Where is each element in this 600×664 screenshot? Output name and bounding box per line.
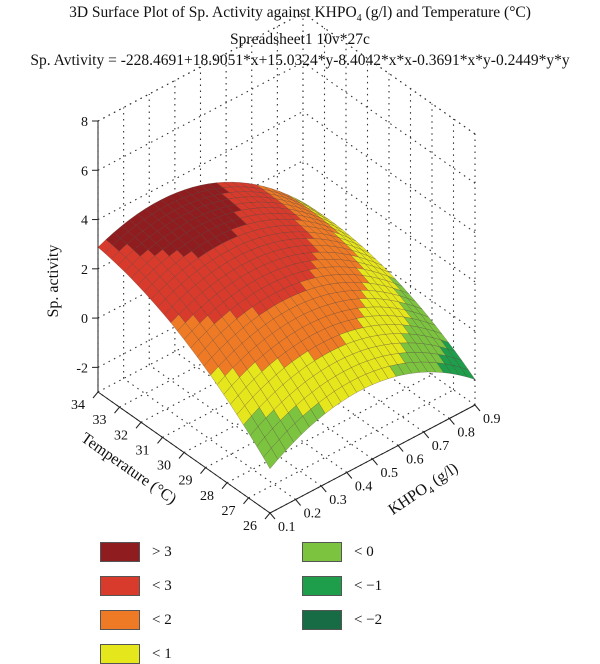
y-tick-label: 26 bbox=[243, 519, 257, 534]
grid-line bbox=[226, 374, 433, 484]
y-tick bbox=[157, 437, 163, 444]
z-tick-label: -2 bbox=[76, 361, 88, 376]
grid-line bbox=[123, 378, 296, 500]
z-tick-label: 4 bbox=[81, 214, 88, 229]
grid-line bbox=[148, 364, 322, 487]
x-tick bbox=[346, 472, 353, 479]
x-tick-label: 0.7 bbox=[432, 439, 450, 454]
y-tick bbox=[178, 452, 185, 459]
grid-line bbox=[302, 61, 476, 184]
y-tick bbox=[92, 391, 99, 399]
y-tick-label: 29 bbox=[179, 474, 193, 489]
z-tick-label: 8 bbox=[81, 115, 88, 130]
box-edge bbox=[302, 12, 476, 135]
y-tick-label: 27 bbox=[222, 504, 236, 519]
y-tick-label: 28 bbox=[200, 489, 214, 504]
y-tick bbox=[221, 482, 228, 490]
chart-title: 3D Surface Plot of Sp. Activity against … bbox=[0, 2, 600, 29]
x-tick bbox=[474, 404, 481, 412]
x-tick bbox=[320, 485, 327, 493]
title-text: 3D Surface Plot of Sp. Activity against … bbox=[69, 4, 357, 21]
title-text-end: (g/l) and Temperature (°C) bbox=[361, 4, 531, 21]
x-tick-label: 0.9 bbox=[483, 412, 501, 427]
x-tick-label: 0.4 bbox=[355, 480, 373, 495]
chart-equation: Sp. Avtivity = -228.4691+18.9051*x+15.03… bbox=[30, 52, 570, 70]
y-tick-label: 32 bbox=[114, 428, 128, 443]
x-tick bbox=[423, 431, 430, 439]
grid-line bbox=[97, 61, 304, 171]
grid-line bbox=[248, 389, 454, 499]
x-tick-label: 0.3 bbox=[329, 493, 347, 508]
y-tick bbox=[264, 512, 271, 520]
response-surface bbox=[97, 181, 476, 470]
x-tick bbox=[372, 458, 378, 466]
grid-line bbox=[302, 160, 476, 283]
grid-line bbox=[174, 351, 348, 473]
x-tick-label: 0.5 bbox=[381, 466, 399, 481]
x-tick-label: 0.1 bbox=[278, 520, 296, 535]
y-tick-label: 31 bbox=[136, 443, 150, 458]
z-tick-label: 2 bbox=[81, 263, 88, 278]
z-tick-label: 0 bbox=[81, 312, 88, 327]
y-tick bbox=[243, 497, 249, 505]
grid-line bbox=[302, 111, 476, 233]
x-tick bbox=[269, 512, 276, 520]
chart-title-block: 3D Surface Plot of Sp. Activity against … bbox=[0, 2, 600, 71]
x-tick-label: 0.8 bbox=[457, 426, 475, 441]
x-tick bbox=[448, 418, 455, 425]
y-tick-label: 33 bbox=[93, 413, 107, 428]
x-tick-label: 0.2 bbox=[304, 507, 322, 522]
z-axis-title: Sp. activity bbox=[45, 245, 62, 318]
y-tick-label: 34 bbox=[71, 398, 85, 413]
y-tick bbox=[135, 421, 142, 429]
grid-line bbox=[97, 160, 304, 270]
y-tick-label: 30 bbox=[157, 459, 171, 474]
y-tick bbox=[200, 467, 206, 474]
x-tick bbox=[397, 445, 404, 452]
x-tick-label: 0.6 bbox=[406, 453, 424, 468]
z-tick-label: 6 bbox=[81, 164, 88, 179]
chart-subtitle: Spreadsheet1 10v*27c bbox=[230, 31, 370, 49]
title-subscript: 4 bbox=[356, 13, 362, 25]
grid-line bbox=[97, 111, 304, 221]
box-edge bbox=[97, 12, 304, 122]
y-tick bbox=[114, 406, 120, 414]
surface-cell bbox=[263, 447, 279, 470]
x-tick bbox=[295, 499, 302, 506]
